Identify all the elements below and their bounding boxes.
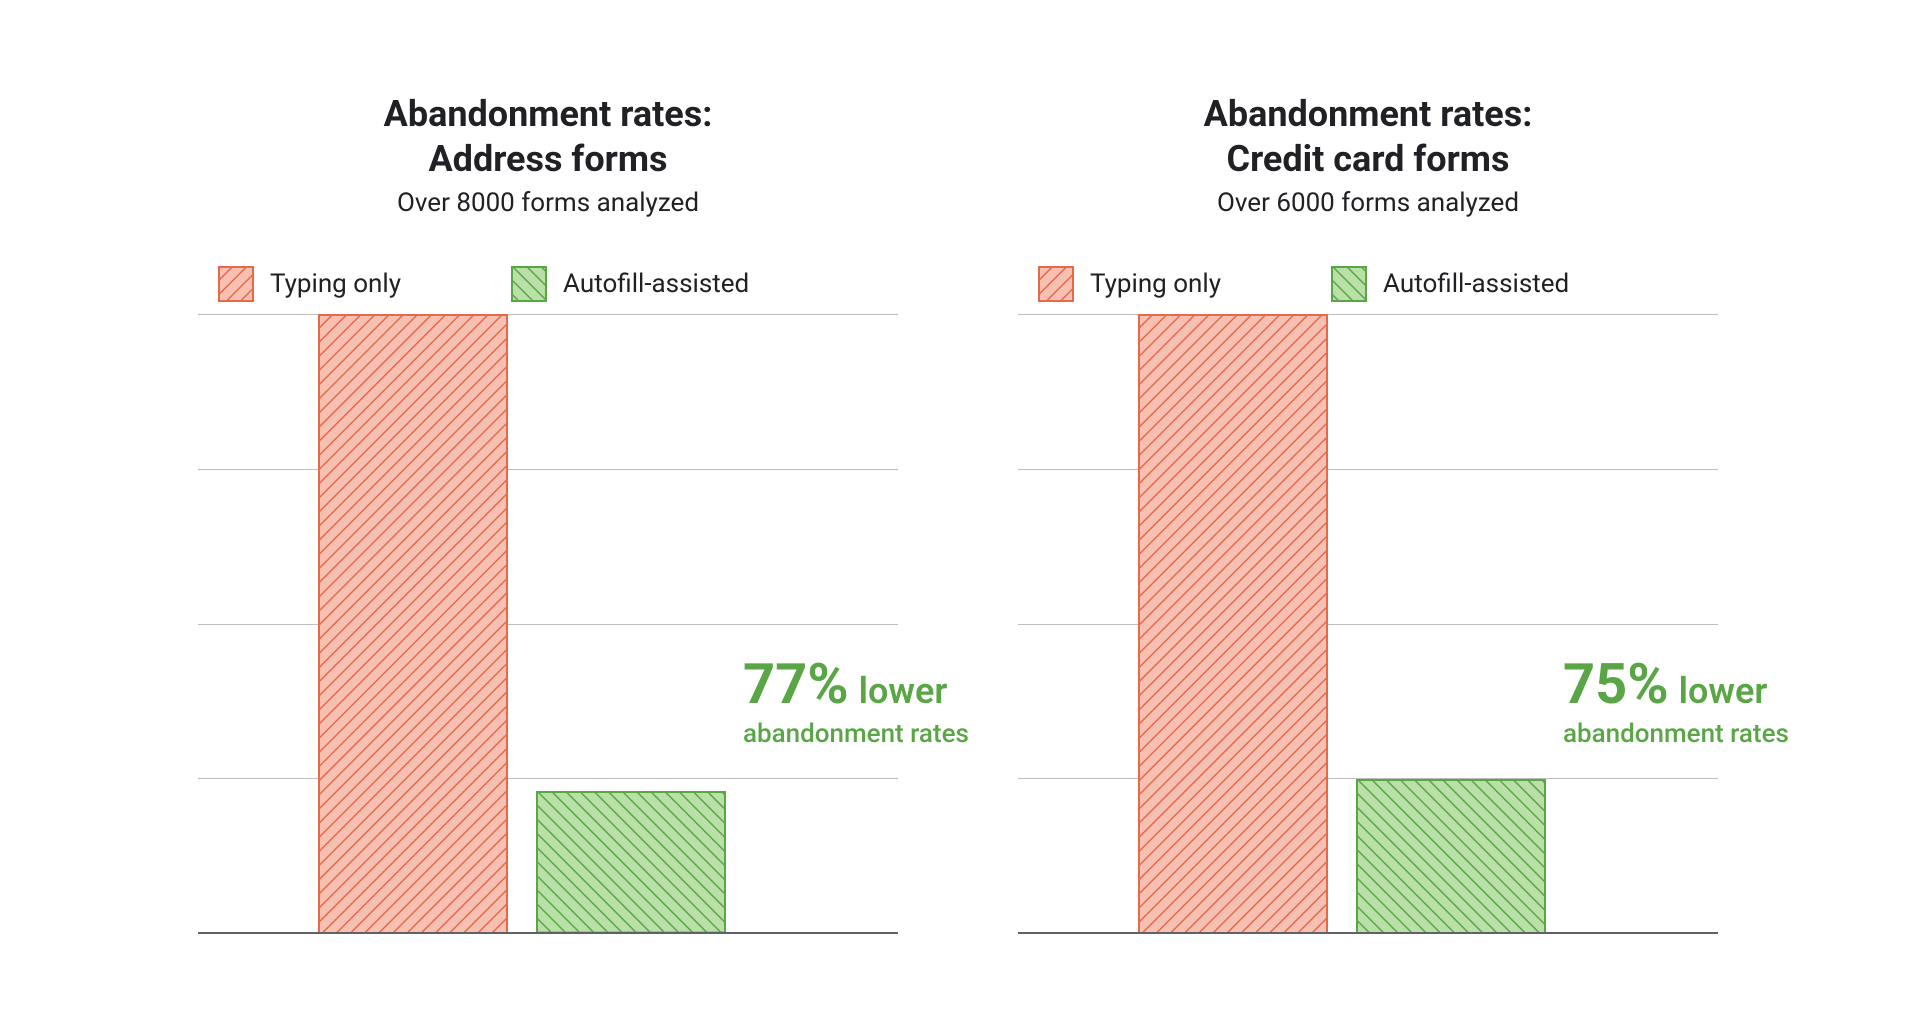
legend-swatch-typing (1038, 266, 1074, 302)
chart-title-line2: Address forms (428, 138, 667, 180)
chart-callout: 75% lower abandonment rates (1563, 651, 1789, 749)
bar-autofill (1356, 779, 1546, 934)
callout-pct: 77% (743, 651, 849, 717)
chart-callout: 77% lower abandonment rates (743, 651, 969, 749)
legend-label: Autofill-assisted (1383, 269, 1569, 299)
callout-sub: abandonment rates (1563, 719, 1789, 749)
chart-plot: 75% lower abandonment rates (1018, 314, 1718, 934)
x-axis (1018, 932, 1718, 934)
chart-panel-credit: Abandonment rates: Credit card forms Ove… (1018, 92, 1718, 934)
chart-subtitle: Over 8000 forms analyzed (397, 188, 699, 218)
legend-swatch-typing (218, 266, 254, 302)
legend-swatch-autofill (511, 266, 547, 302)
x-axis (198, 932, 898, 934)
legend-swatch-autofill (1331, 266, 1367, 302)
legend-label: Typing only (270, 269, 401, 299)
chart-title-line1: Abandonment rates: (384, 93, 713, 135)
legend-item-typing: Typing only (1038, 266, 1221, 302)
chart-legend: Typing only Autofill-assisted (198, 266, 898, 302)
callout-word: lower (1679, 670, 1768, 712)
legend-item-autofill: Autofill-assisted (511, 266, 749, 302)
callout-sub: abandonment rates (743, 719, 969, 749)
chart-legend: Typing only Autofill-assisted (1018, 266, 1718, 302)
chart-panel-address: Abandonment rates: Address forms Over 80… (198, 92, 898, 934)
chart-plot: 77% lower abandonment rates (198, 314, 898, 934)
legend-item-autofill: Autofill-assisted (1331, 266, 1569, 302)
chart-bars (198, 314, 898, 934)
legend-label: Typing only (1090, 269, 1221, 299)
bar-autofill (536, 791, 726, 934)
chart-bars (1018, 314, 1718, 934)
callout-pct: 75% (1563, 651, 1669, 717)
legend-label: Autofill-assisted (563, 269, 749, 299)
chart-title: Abandonment rates: Credit card forms (1204, 92, 1533, 182)
chart-title-line1: Abandonment rates: (1204, 93, 1533, 135)
chart-subtitle: Over 6000 forms analyzed (1217, 188, 1519, 218)
chart-title-line2: Credit card forms (1227, 138, 1510, 180)
callout-word: lower (859, 670, 948, 712)
bar-typing (1138, 314, 1328, 934)
legend-item-typing: Typing only (218, 266, 401, 302)
chart-title: Abandonment rates: Address forms (384, 92, 713, 182)
bar-typing (318, 314, 508, 934)
